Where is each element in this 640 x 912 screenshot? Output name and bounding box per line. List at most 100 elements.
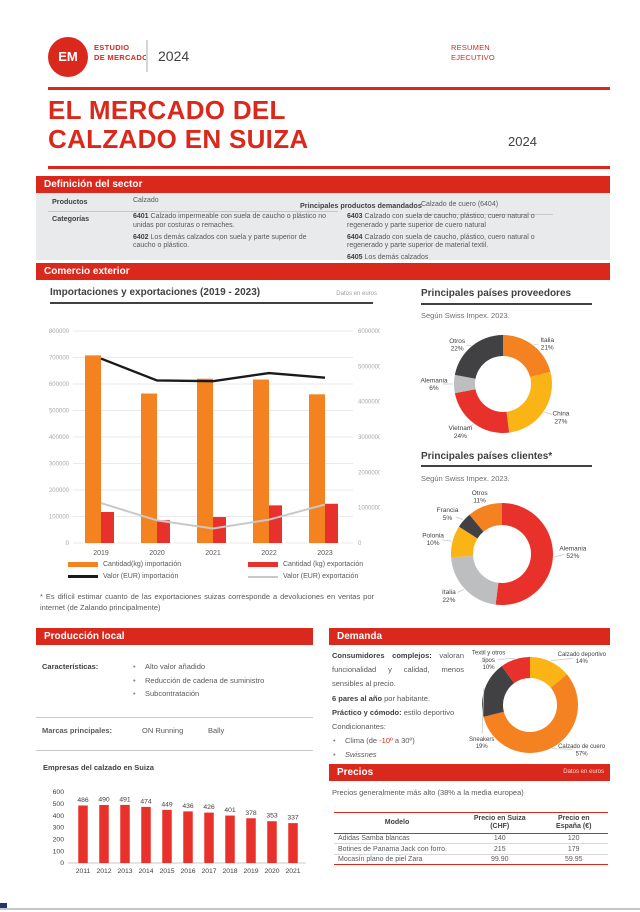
svg-text:60000000: 60000000 [358,329,380,335]
clientes-title: Principales países clientes* [421,451,553,462]
col-precio-espana: Precio en España (€) [539,812,608,834]
svg-text:2011: 2011 [76,868,91,875]
legend-item: Cantidad (kg) exportación [248,561,408,568]
legend-swatch-export-eur [248,575,278,578]
demandados-label: Principales productos demandados [300,201,422,210]
model-cell: Botines de Panama Jack con forro. [334,843,461,855]
svg-text:2020: 2020 [149,550,165,557]
svg-text:300: 300 [53,825,65,832]
clima-post: a 30º) [392,736,415,746]
clientes-source: Según Swiss Impex. 2023. [421,474,510,483]
demanda-p3: Práctico y cómodo: estilo deportivo [332,706,464,720]
svg-text:800000: 800000 [49,329,70,335]
svg-text:600000: 600000 [49,382,70,388]
categories-left: 6401 Calzado impermeable con suela de ca… [133,213,329,254]
category-text: Calzado con suela de caucho, plástico, c… [347,213,535,229]
tipos-calzado-donut-chart: Calzado deportivo 14% Calzado de cuero 57% S… [469,651,607,758]
header-divider [146,40,148,72]
section-produccion-title: Producción local [44,631,125,642]
page-corner-artifact [0,903,7,909]
svg-text:2014: 2014 [138,868,153,875]
table-row: Mocasín plano de piel Zara 99.90 59.95 [334,854,608,864]
category-code: 6402 [133,233,149,241]
section-precios-title: Precios [337,767,374,778]
produccion-divider-2 [36,750,313,751]
svg-text:700000: 700000 [49,356,70,362]
marcas-label: Marcas principales: [42,726,113,735]
svg-text:2021: 2021 [205,550,221,557]
svg-text:2015: 2015 [159,868,174,875]
demanda-p1-bold: Consumidores complejos: [332,651,432,660]
svg-text:500000: 500000 [49,409,70,415]
svg-text:20000000: 20000000 [358,470,380,476]
legend-swatch-import-eur [68,575,98,578]
col-precio-espana-l1: Precio en [557,815,590,822]
header-year: 2024 [158,48,190,64]
col-precio-espana-l2: España (€) [556,823,592,830]
category-code: 6403 [347,213,363,220]
category-6405: 6405 Los demás calzados [347,254,549,263]
svg-text:500: 500 [53,801,65,808]
exec-line1: RESUMEN [451,43,490,52]
category-text: Calzado con suela de caucho, plástico, c… [347,233,535,250]
condicionante-swissnes: Swissnes [332,748,464,762]
productos-value: Calzado [133,197,159,204]
clientes-donut-chart: Alemania 52% Italia 22% Polonia 10% Francia 5% O… [422,490,587,605]
precios-note: Precios generalmente más alto (38% a la … [332,788,524,797]
svg-text:2020: 2020 [264,868,279,875]
program-line2: DE MERCADO [94,52,149,62]
section-definicion-bar: Definición del sector [36,176,610,193]
svg-text:490: 490 [98,797,110,804]
demanda-p2: 6 pares al año por habitante. [332,692,464,706]
svg-text:401: 401 [224,807,236,814]
legend-swatch-export-kg [248,562,278,567]
svg-text:0: 0 [66,541,70,547]
legend-item: Cantidad(kg) importación [68,561,248,568]
svg-text:2022: 2022 [261,550,277,557]
clientes-rule [421,465,592,467]
clima-pre: Clima (de [345,736,380,746]
categorias-label: Categorías [52,214,90,223]
model-cell: Adidas Samba blancas [334,833,461,845]
eur-cell: 179 [539,843,608,855]
svg-text:474: 474 [140,798,152,805]
svg-text:2019: 2019 [93,550,109,557]
svg-text:2013: 2013 [117,868,132,875]
svg-text:200: 200 [53,837,65,844]
category-code: 6401 [133,213,149,220]
demanda-p3-rest: estilo deportivo [403,707,455,717]
svg-text:449: 449 [161,801,173,808]
section-produccion-bar: Producción local [36,628,313,645]
svg-text:486: 486 [77,797,89,804]
demanda-p4: Condicionantes: [332,722,386,732]
svg-text:10000000: 10000000 [358,506,380,512]
header-rule [48,87,610,90]
legend-label: Valor (EUR) importación [103,573,179,580]
demanda-p2-bold: 6 pares al año [332,693,383,703]
demanda-text: Consumidores complejos: valoran funciona… [332,649,464,763]
svg-text:50000000: 50000000 [358,364,380,370]
svg-text:0: 0 [60,860,64,867]
em-logo: EM [48,37,88,77]
eur-cell: 59.95 [564,855,583,863]
demanda-p3-bold: Práctico y cómodo: [332,707,402,717]
svg-text:2023: 2023 [317,550,333,557]
caracteristica-item: Alto valor añadido [128,660,318,674]
svg-text:2017: 2017 [201,868,216,875]
report-title: EL MERCADO DEL CALZADO EN SUIZA [48,96,478,154]
page-bottom-edge [0,908,640,910]
section-definicion-title: Definición del sector [44,179,143,190]
legend-item: Valor (EUR) importación [68,573,248,580]
category-text: Calzado impermeable con suela de caucho … [133,213,327,229]
category-code: 6404 [347,233,363,241]
svg-text:2021: 2021 [285,868,300,875]
svg-text:400: 400 [53,813,65,820]
legend-item: Valor (EUR) exportación [248,573,408,580]
demanda-p1-rest: valoran funcionalidad y calidad, menos s… [332,651,464,689]
